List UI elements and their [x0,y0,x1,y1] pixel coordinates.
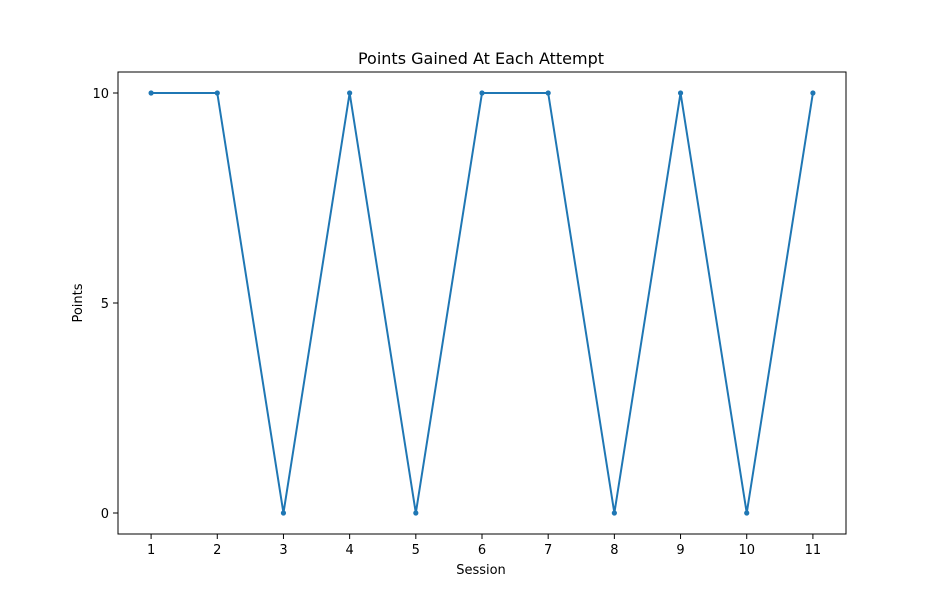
x-tick-label: 2 [213,543,221,558]
x-axis-ticks: 1 2 3 4 5 6 7 8 9 10 11 [147,534,821,558]
y-tick-label: 0 [101,507,109,522]
y-tick-label: 10 [92,87,109,102]
plot-area [117,71,847,535]
plot-frame [117,71,847,535]
y-tick-label: 5 [101,297,109,312]
x-tick-label: 9 [676,543,684,558]
data-point [347,90,353,96]
data-point [148,90,154,96]
data-point [810,90,816,96]
data-point [214,90,220,96]
x-tick-label: 3 [279,543,287,558]
data-point [744,510,750,516]
data-point [413,510,419,516]
x-tick-label: 4 [345,543,353,558]
x-tick-label: 6 [478,543,486,558]
x-axis-label: Session [456,563,506,578]
x-tick-label: 10 [738,543,755,558]
y-axis-ticks: 0 5 10 [92,87,118,522]
x-tick-label: 8 [610,543,618,558]
series-line [151,92,814,514]
data-point [479,90,485,96]
chart-title: Points Gained At Each Attempt [358,49,604,68]
x-tick-label: 5 [412,543,420,558]
data-point [677,90,684,96]
data-point [611,510,617,516]
x-tick-label: 7 [544,543,552,558]
x-tick-label: 1 [147,543,155,558]
x-tick-label: 11 [805,543,822,558]
y-axis-label: Points [71,283,86,322]
data-point [280,510,287,516]
data-point [545,90,551,96]
